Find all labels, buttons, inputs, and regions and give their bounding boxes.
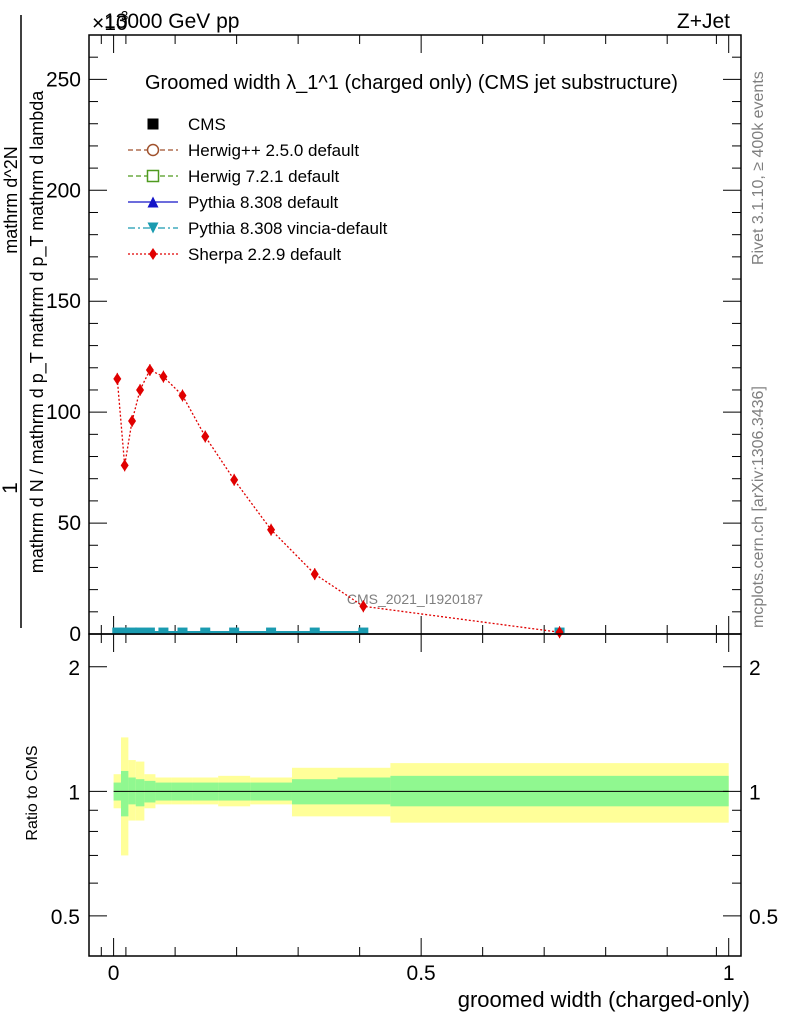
mc-point	[266, 627, 277, 634]
mc-point	[112, 627, 123, 634]
legend-label: Herwig 7.2.1 default	[188, 167, 339, 186]
legend-marker	[149, 248, 157, 260]
analysis-watermark: CMS_2021_I1920187	[347, 591, 483, 607]
legend-label: Sherpa 2.2.9 default	[188, 245, 341, 264]
legend-marker	[146, 169, 160, 183]
sherpa-point	[555, 626, 564, 639]
main-series	[112, 363, 565, 639]
legend-item: CMS	[147, 115, 226, 134]
sherpa-point	[145, 363, 154, 376]
mc-point	[177, 627, 188, 634]
mc-point	[229, 627, 240, 634]
sherpa-point	[136, 383, 145, 396]
ylabel-denominator: mathrm d N / mathrm d p_T mathrm d p_T m…	[27, 90, 48, 573]
ratio-ytick-label-right: 2	[749, 657, 761, 680]
main-ytick-label: 250	[46, 68, 81, 91]
legend-label: Herwig++ 2.5.0 default	[188, 141, 359, 160]
legend-marker	[147, 118, 159, 130]
rivet-label: Rivet 3.1.10, ≥ 400k events	[750, 71, 767, 265]
main-y-tick-labels: 0 50 100 150 200 250	[46, 68, 81, 646]
ratio-plot-frame	[88, 633, 742, 957]
legend-title: Groomed width λ_1^1 (charged only) (CMS …	[145, 72, 678, 94]
legend-item: Pythia 8.308 default	[128, 193, 339, 212]
xtick-label: 1	[723, 962, 735, 985]
main-ytick-label: 100	[46, 401, 81, 424]
energy-label: 13000 GeV pp	[104, 10, 239, 33]
ratio-ytick-label-left: 1	[68, 781, 80, 804]
legend-label: CMS	[188, 115, 226, 134]
sherpa-point	[310, 568, 319, 581]
legend-item: Sherpa 2.2.9 default	[128, 245, 341, 264]
exponent-power: 3	[121, 8, 128, 23]
legend-label: Pythia 8.308 vincia-default	[188, 219, 388, 238]
legend-label: Pythia 8.308 default	[188, 193, 339, 212]
mc-point	[200, 627, 211, 634]
legend-marker	[147, 222, 159, 234]
mc-point	[158, 627, 169, 634]
sherpa-line	[116, 369, 560, 633]
sherpa-point	[230, 473, 239, 486]
sherpa-point	[267, 523, 276, 536]
ratio-ytick-label-right: 1	[749, 781, 761, 804]
main-ytick-label: 200	[46, 179, 81, 202]
sherpa-point	[113, 372, 122, 385]
ratio-tick-labels: 0.5 0.5 1 1 2 2	[51, 657, 778, 929]
mc-point	[127, 627, 138, 634]
main-ytick-label: 150	[46, 290, 81, 313]
main-ytick-label: 50	[58, 512, 81, 535]
ratio-inner-band	[135, 779, 145, 807]
legend-item: Herwig++ 2.5.0 default	[128, 141, 359, 160]
process-label: Z+Jet	[677, 10, 730, 33]
ratio-inner-band	[120, 770, 129, 817]
exponent-label: ×10	[92, 12, 128, 35]
ratio-ytick-label-left: 0.5	[51, 906, 80, 929]
sherpa-point	[201, 430, 210, 443]
mc-point	[309, 627, 320, 634]
legend-item: Herwig 7.2.1 default	[128, 167, 339, 186]
ratio-bands	[113, 737, 729, 856]
mc-point	[358, 627, 369, 634]
ylabel-one: 1	[0, 482, 22, 494]
x-axis-label: groomed width (charged-only)	[458, 987, 750, 1012]
mc-point	[119, 627, 130, 634]
sherpa-point	[159, 370, 168, 383]
legend: Groomed width λ_1^1 (charged only) (CMS …	[128, 72, 678, 264]
sherpa-point	[128, 415, 137, 428]
main-plot-frame	[88, 34, 742, 635]
xtick-label: 0	[108, 962, 120, 985]
xtick-label: 0.5	[407, 962, 436, 985]
x-tick-labels: 0 0.5 1	[108, 962, 735, 985]
ylabel-numerator: mathrm d^2N	[1, 146, 21, 253]
legend-marker	[146, 143, 160, 157]
legend-marker	[147, 196, 159, 208]
sherpa-point	[120, 459, 129, 472]
legend-item: Pythia 8.308 vincia-default	[128, 219, 388, 238]
ratio-axis-ticks	[89, 634, 741, 956]
mc-point	[144, 627, 155, 634]
main-ytick-label: 0	[69, 623, 81, 646]
sherpa-point	[178, 389, 187, 402]
mcplots-label: mcplots.cern.ch [arXiv:1306.3436]	[750, 386, 767, 628]
sherpa-point	[359, 600, 368, 613]
ratio-ytick-label-left: 2	[68, 657, 80, 680]
ratio-ytick-label-right: 0.5	[749, 906, 778, 929]
main-axis-ticks	[89, 34, 741, 956]
ratio-y-label: Ratio to CMS	[24, 745, 41, 840]
mc-point	[135, 627, 146, 634]
main-y-label: 1 mathrm d N / mathrm d p_T mathrm d p_T…	[0, 15, 48, 628]
